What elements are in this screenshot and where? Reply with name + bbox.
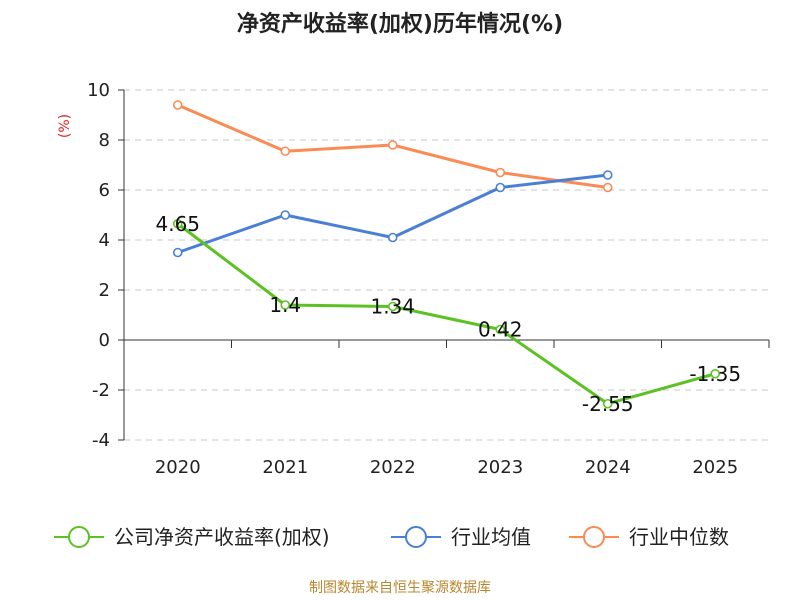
data-label: -1.35 bbox=[689, 362, 741, 386]
y-tick-label: 2 bbox=[99, 280, 110, 301]
legend-swatch-marker bbox=[68, 526, 90, 548]
data-point bbox=[495, 182, 506, 193]
data-point bbox=[280, 300, 291, 310]
legend-label: 行业中位数 bbox=[629, 525, 729, 549]
y-tick-label: 6 bbox=[99, 180, 110, 201]
legend: 公司净资产收益率(加权) 行业均值 行业中位数 bbox=[54, 525, 729, 549]
data-point bbox=[387, 140, 398, 150]
y-tick-label: 8 bbox=[99, 130, 110, 151]
data-point bbox=[172, 218, 183, 229]
axes: -4 -2 0 2 4 6 8 10 2020 2021 2022 2023 2024 2025 bbox=[87, 80, 770, 478]
data-label: -2.55 bbox=[582, 392, 634, 416]
grid bbox=[124, 89, 769, 441]
data-point bbox=[387, 301, 398, 312]
y-axis-unit: (%) bbox=[57, 114, 73, 138]
data-point bbox=[602, 182, 613, 193]
data-point bbox=[495, 167, 506, 178]
data-point bbox=[172, 247, 183, 258]
series-0 bbox=[172, 218, 721, 409]
chart-title: 净资产收益率(加权)历年情况(%) bbox=[237, 11, 563, 37]
series-2 bbox=[172, 100, 613, 193]
data-labels: 4.65 1.4 1.34 0.42 -2.55 -1.35 bbox=[155, 212, 741, 416]
data-label: 4.65 bbox=[155, 212, 200, 236]
data-point bbox=[280, 146, 291, 157]
data-point bbox=[387, 232, 398, 243]
y-tick-label: -4 bbox=[92, 430, 110, 451]
x-tick-label: 2022 bbox=[370, 457, 416, 478]
data-point bbox=[710, 368, 721, 379]
series-1 bbox=[172, 170, 613, 258]
legend-label: 行业均值 bbox=[451, 525, 531, 549]
series-group bbox=[172, 100, 721, 409]
legend-swatch-marker bbox=[583, 526, 605, 548]
source-note: 制图数据来自恒生聚源数据库 bbox=[309, 580, 491, 596]
data-point bbox=[602, 398, 613, 409]
data-label: 1.4 bbox=[269, 293, 301, 317]
x-tick-label: 2025 bbox=[692, 457, 738, 478]
legend-item-1: 行业均值 bbox=[391, 525, 531, 549]
x-tick-label: 2021 bbox=[262, 457, 308, 478]
y-tick-label: 4 bbox=[99, 230, 110, 251]
data-label: 0.42 bbox=[478, 318, 523, 342]
legend-item-0: 公司净资产收益率(加权) bbox=[54, 525, 330, 549]
data-point bbox=[172, 100, 183, 110]
x-tick-label: 2024 bbox=[585, 457, 631, 478]
x-tick-label: 2023 bbox=[477, 457, 523, 478]
legend-swatch-marker bbox=[405, 526, 427, 548]
legend-item-2: 行业中位数 bbox=[569, 525, 729, 549]
data-label: 1.34 bbox=[370, 295, 415, 319]
data-point bbox=[602, 170, 613, 180]
data-point bbox=[280, 210, 291, 220]
data-point bbox=[495, 324, 506, 335]
x-tick-label: 2020 bbox=[155, 457, 201, 478]
y-tick-label: 0 bbox=[99, 330, 110, 351]
legend-label: 公司净资产收益率(加权) bbox=[114, 525, 330, 549]
y-tick-label: 10 bbox=[87, 80, 110, 101]
series-line bbox=[176, 222, 716, 406]
y-tick-label: -2 bbox=[92, 380, 110, 401]
